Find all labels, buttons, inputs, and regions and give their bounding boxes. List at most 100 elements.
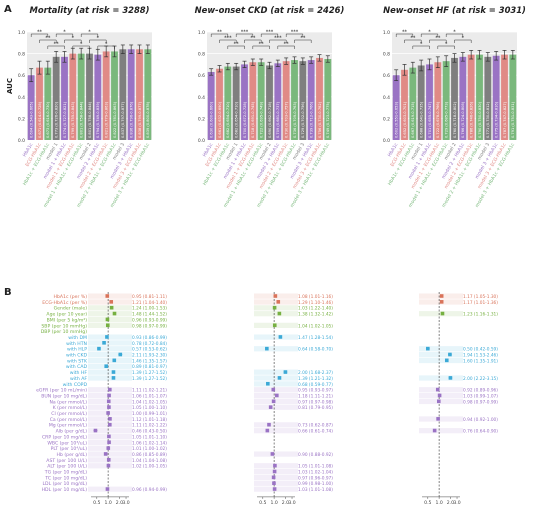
bar-chart-2: New-onset CKD (at risk = 2426)0.00.20.40…: [195, 5, 345, 209]
hr-text: 0.98 (0.97-0.99): [132, 323, 167, 329]
hr-text: 0.96 (0.94-0.99): [132, 487, 167, 493]
hr-text: 1.04 (1.04-1.08): [132, 458, 167, 464]
hr-point: [437, 400, 441, 404]
hr-point: [438, 394, 442, 398]
variable-label: with STK: [67, 358, 88, 364]
bar-chart-3: New-onset HF (at risk = 3031)0.00.20.40.…: [383, 5, 526, 209]
hr-point: [106, 411, 110, 415]
row-band: [88, 358, 132, 363]
variable-label: Mg (per mmol/L): [49, 423, 87, 429]
bar-value-label: 0.774 (0.727-0.821): [63, 101, 67, 138]
hr-point: [97, 347, 101, 351]
significance-stars: ***: [241, 30, 249, 36]
bar-value-label: 0.736 (0.709-0.763): [293, 101, 297, 138]
hr-text: 2.11 (1.93-2.30): [132, 353, 167, 359]
panel-label-a: A: [4, 4, 12, 15]
hr-text: 0.68 (0.59-0.77): [298, 382, 333, 388]
hr-text: 0.50 (0.42-0.59): [463, 347, 498, 353]
x-tick-label: 0.5: [424, 500, 431, 506]
hr-point: [276, 300, 280, 304]
y-tick-label: 0.6: [383, 73, 390, 79]
hr-text: 0.96 (0.93-0.99): [132, 317, 167, 323]
hr-point: [107, 440, 111, 444]
hr-point: [266, 429, 270, 433]
row-band: [88, 340, 132, 345]
bar-value-label: 0.760 (0.718-0.802): [453, 101, 457, 138]
row-band: [88, 411, 132, 416]
variable-label: ALT (per 100 U/L): [47, 464, 87, 470]
bar-value-label: 0.682 (0.654-0.710): [226, 101, 230, 138]
y-tick-label: 0.4: [198, 95, 205, 101]
bar-value-label: 0.756 (0.730-0.782): [318, 101, 322, 138]
hr-text: 0.81 (0.79-0.95): [298, 405, 333, 411]
bar-value-label: 0.801 (0.758-0.844): [88, 101, 92, 138]
significance-stars: **: [402, 30, 408, 36]
y-tick-label: 1.0: [18, 30, 25, 36]
panel-label-b: B: [4, 287, 12, 298]
row-band: [419, 416, 463, 421]
chart-title: New-onset CKD (at risk = 2426): [195, 5, 345, 15]
hr-text: 0.90 (0.88-0.92): [298, 452, 333, 458]
bar-value-label: 0.667 (0.619-0.715): [411, 101, 415, 138]
row-band: [88, 334, 132, 339]
hr-point: [94, 429, 98, 433]
variable-label: HDL (per 10 mg/dL): [42, 487, 88, 493]
bar-value-label: 0.790 (0.750-0.830): [478, 101, 482, 138]
y-tick-label: 0.6: [18, 73, 25, 79]
hr-text: 1.39 (1.21-1.32): [298, 376, 333, 382]
variable-label: Hb (per g/dL): [57, 452, 88, 458]
hr-point: [272, 476, 276, 480]
bar-value-label: 0.690 (0.662-0.718): [268, 101, 272, 138]
y-tick-label: 0.6: [198, 73, 205, 79]
variable-label: with HLP: [67, 347, 87, 353]
significance-stars: ***: [291, 30, 299, 36]
variable-label: with CKD: [66, 353, 87, 359]
hr-text: 1.01 (1.00-1.02): [132, 446, 167, 452]
hr-text: 1.03 (1.22-1.40): [298, 306, 333, 312]
bar-value-label: 0.682 (0.654-0.710): [234, 101, 238, 138]
y-tick-label: 1.0: [383, 30, 390, 36]
hr-point: [107, 464, 111, 468]
bar-value-label: 0.801 (0.758-0.844): [79, 101, 83, 138]
row-band: [254, 422, 298, 427]
significance-stars: **: [259, 42, 265, 48]
row-band: [254, 481, 298, 486]
hr-point: [271, 388, 275, 392]
hr-point: [108, 423, 112, 427]
variable-label: PLT (per 10⁴/uL): [51, 446, 88, 452]
y-tick-label: 0.8: [383, 52, 390, 58]
hr-point: [274, 294, 278, 298]
row-band: [254, 475, 298, 480]
variable-label: BMI (per 5 kg/m²): [47, 317, 88, 323]
row-band: [254, 370, 298, 375]
row-band: [254, 311, 298, 316]
hr-text: 1.05 (1.01-1.08): [298, 464, 333, 470]
hr-point: [449, 376, 453, 380]
hr-text: 1.03 (1.02-1.04): [298, 470, 333, 476]
y-axis-label: AUC: [6, 78, 14, 94]
hr-point: [105, 335, 109, 339]
row-band: [254, 451, 298, 456]
hr-point: [265, 347, 269, 351]
forest-plot-2: 0.51.02.03.0fully adj-HR (New-onset CKD)…: [237, 292, 333, 508]
hr-point: [107, 458, 111, 462]
row-band: [88, 352, 132, 357]
hr-point: [104, 452, 108, 456]
x-tick-label: 3.0: [122, 500, 129, 506]
hr-point: [106, 318, 110, 322]
hr-point: [273, 487, 277, 491]
hr-text: 1.06 (1.02-1.14): [132, 440, 167, 446]
hr-text: 2.00 (2.22-3.15): [463, 376, 498, 382]
bar-value-label: 0.839 (0.800-0.878): [146, 101, 150, 138]
variable-label: Ca (per mmol/L): [50, 417, 88, 423]
significance-stars: ***: [274, 36, 282, 42]
significance-stars: **: [250, 36, 256, 42]
hr-text: 1.03 (1.01-1.08): [298, 487, 333, 493]
bar-value-label: 0.837 (0.797-0.877): [121, 101, 125, 138]
hr-text: 1.17 (1.01-1.36): [463, 300, 498, 306]
hr-text: 1.03 (0.99-1.07): [463, 393, 498, 399]
hr-point: [112, 370, 116, 374]
hr-point: [436, 388, 440, 392]
bar-value-label: 0.794 (0.749-0.839): [96, 101, 100, 138]
